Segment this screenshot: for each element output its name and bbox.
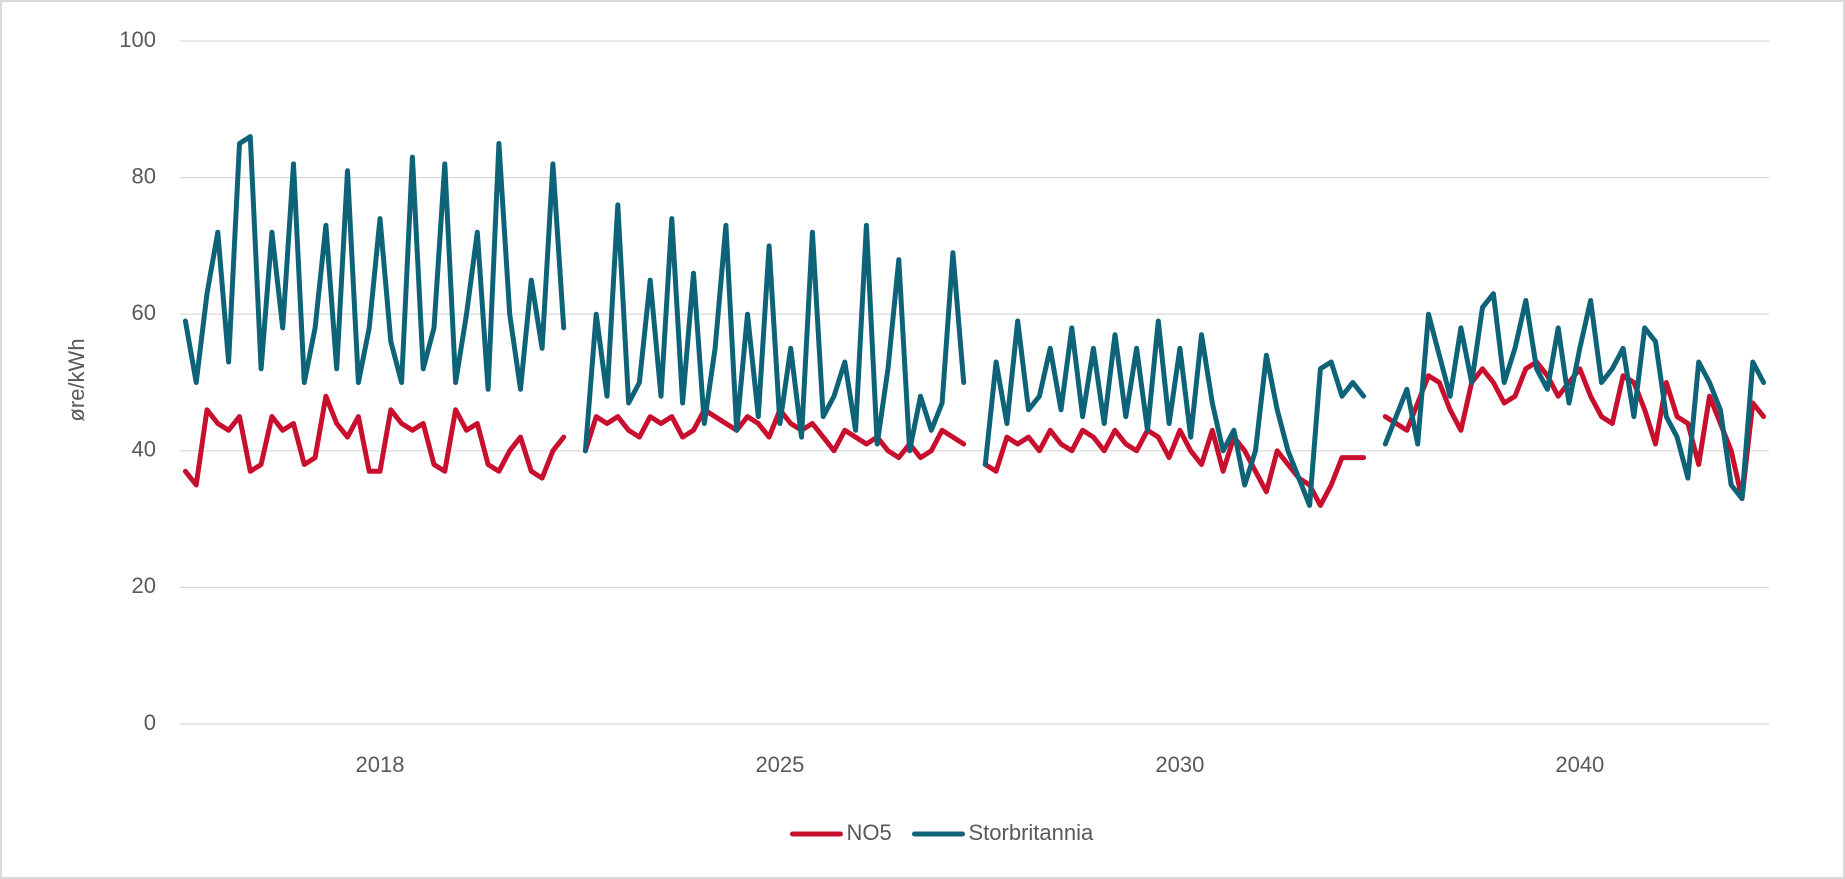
y-tick-label: 80 (132, 163, 156, 188)
y-tick-label: 40 (132, 437, 156, 462)
series-line (182, 134, 1767, 508)
y-axis-label: øre/kWh (64, 338, 89, 421)
y-tick-label: 60 (132, 300, 156, 325)
x-tick-label: 2025 (755, 752, 804, 777)
series-line (182, 359, 1767, 508)
legend-label: NO5 (847, 820, 892, 845)
y-tick-label: 100 (119, 27, 156, 52)
x-tick-label: 2018 (355, 752, 404, 777)
x-tick-label: 2030 (1155, 752, 1204, 777)
x-tick-label: 2040 (1555, 752, 1604, 777)
legend-label: Storbritannia (969, 820, 1095, 845)
y-tick-label: 20 (132, 573, 156, 598)
y-tick-label: 0 (144, 710, 156, 735)
